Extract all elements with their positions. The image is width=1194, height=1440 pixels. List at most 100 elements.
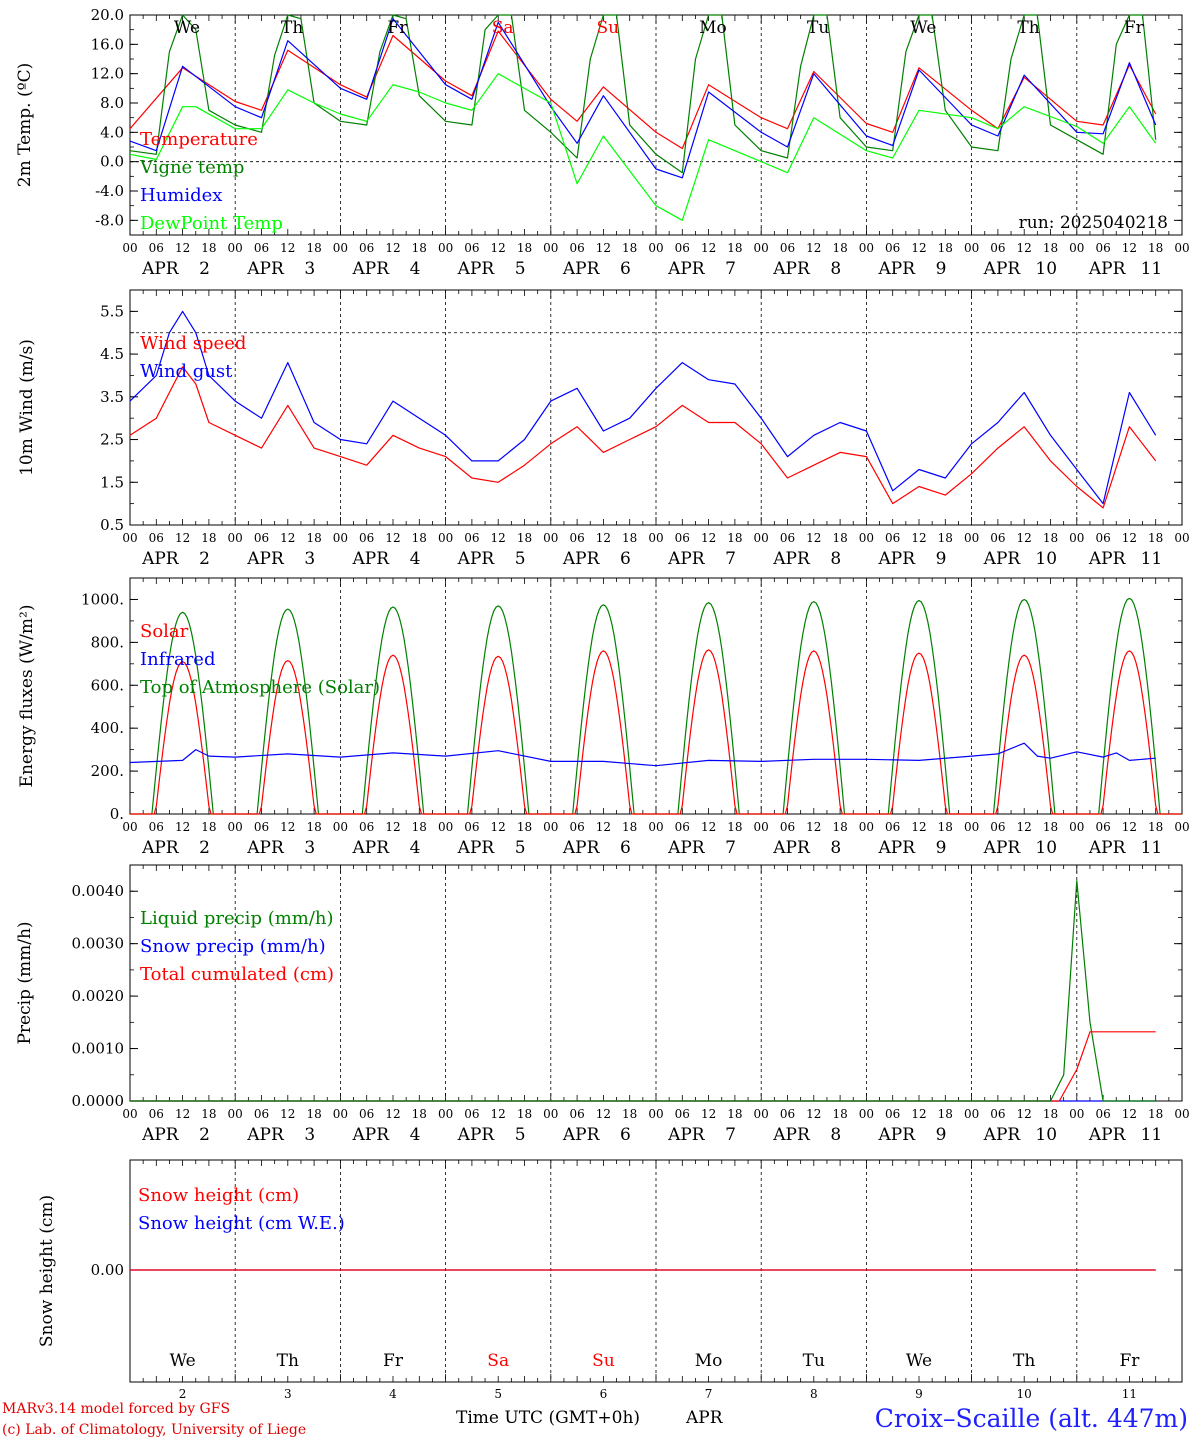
hour-tick-label: 00 xyxy=(754,1107,769,1121)
y-tick-label: 200. xyxy=(91,762,124,780)
hour-tick-label: 12 xyxy=(806,241,821,255)
legend-entry-4: Snow height (cm) xyxy=(138,1185,299,1206)
hour-tick-label: 12 xyxy=(1017,820,1032,834)
day-of-week-label: Sa xyxy=(492,18,514,38)
hour-tick-label: 12 xyxy=(385,1107,400,1121)
total-cumulated-line xyxy=(130,1031,1156,1102)
hour-tick-label: 00 xyxy=(859,531,874,545)
date-month-label: APR xyxy=(457,1125,496,1145)
date-day-label: 11 xyxy=(1141,1125,1163,1145)
hour-tick-label: 12 xyxy=(1122,531,1137,545)
hour-tick-label: 00 xyxy=(122,1107,137,1121)
hour-tick-label: 18 xyxy=(727,820,742,834)
y-tick-label: 400. xyxy=(91,719,124,737)
y-tick-label: 3.5 xyxy=(100,388,124,406)
hour-tick-label: 18 xyxy=(517,531,532,545)
hour-tick-label: 12 xyxy=(806,1107,821,1121)
hour-tick-label: 06 xyxy=(990,531,1005,545)
date-day-label: 8 xyxy=(830,838,841,858)
hour-tick-label: 12 xyxy=(1122,1107,1137,1121)
hour-tick-label: 00 xyxy=(543,1107,558,1121)
y-tick-label: 5.5 xyxy=(100,302,124,320)
date-day-label: 8 xyxy=(830,259,841,279)
date-day-label: 7 xyxy=(725,838,736,858)
date-day-label: 7 xyxy=(725,549,736,569)
legend-entry-1: Wind gust xyxy=(140,361,233,382)
footer-model-credit: MARv3.14 model forced by GFS xyxy=(2,1401,230,1417)
date-month-label: APR xyxy=(562,1125,601,1145)
date-day-label: 2 xyxy=(199,259,210,279)
hour-tick-label: 06 xyxy=(149,241,164,255)
date-day-label: 7 xyxy=(725,259,736,279)
hour-tick-label: 06 xyxy=(464,241,479,255)
y-tick-label: 0.5 xyxy=(100,516,124,534)
hour-tick-label: 12 xyxy=(596,820,611,834)
y-tick-label: 0.00 xyxy=(91,1261,124,1279)
date-day-label: 6 xyxy=(620,549,631,569)
hour-tick-label: 06 xyxy=(149,1107,164,1121)
wind-series-line xyxy=(129,310,1157,505)
y-tick-label: 0.0000 xyxy=(72,1092,125,1110)
hour-tick-label: 00 xyxy=(859,241,874,255)
hour-tick-label: 12 xyxy=(1017,531,1032,545)
hour-tick-label: 12 xyxy=(1017,241,1032,255)
hour-tick-label: 06 xyxy=(254,820,269,834)
hour-tick-label: 06 xyxy=(464,1107,479,1121)
date-day-label: 2 xyxy=(199,549,210,569)
hour-tick-label: 00 xyxy=(648,531,663,545)
date-month-label: APR xyxy=(772,1125,811,1145)
hour-tick-label: 12 xyxy=(280,531,295,545)
hour-tick-label: 18 xyxy=(306,820,321,834)
date-month-label: APR xyxy=(141,1125,180,1145)
y-tick-label: 800. xyxy=(91,633,124,651)
hour-tick-label: 00 xyxy=(438,241,453,255)
y-tick-label: 0.0030 xyxy=(72,935,125,953)
hour-tick-label: 12 xyxy=(175,1107,190,1121)
hour-tick-label: 12 xyxy=(491,531,506,545)
day-of-week-label: Th xyxy=(281,18,303,38)
date-month-label: APR xyxy=(351,259,390,279)
hour-tick-label: 00 xyxy=(228,820,243,834)
date-month-label: APR xyxy=(562,259,601,279)
station-title: Croix–Scaille (alt. 447m) xyxy=(875,1404,1188,1433)
y-tick-label: 4.0 xyxy=(100,123,124,141)
hour-tick-label: 00 xyxy=(648,241,663,255)
hour-tick-label: 12 xyxy=(175,820,190,834)
hour-tick-label: 12 xyxy=(911,531,926,545)
date-day-label: 4 xyxy=(410,549,421,569)
legend-entry-4: Snow height (cm W.E.) xyxy=(138,1213,345,1234)
hour-tick-label: 18 xyxy=(622,531,637,545)
day-of-week-label: Fr xyxy=(383,1351,404,1371)
date-day-label: 11 xyxy=(1141,259,1163,279)
date-day-label: 5 xyxy=(515,1125,526,1145)
hour-tick-label: 06 xyxy=(464,820,479,834)
legend-entry-0: Vigne temp xyxy=(139,157,244,178)
hour-tick-label: 18 xyxy=(727,241,742,255)
hour-tick-label: 12 xyxy=(1122,241,1137,255)
date-month-label: APR xyxy=(667,1125,706,1145)
day-of-week-label: Tu xyxy=(803,1351,825,1371)
day-of-week-label: Su xyxy=(596,18,619,38)
hour-tick-label: 06 xyxy=(359,820,374,834)
date-day-label: 9 xyxy=(936,259,947,279)
date-month-label: APR xyxy=(877,549,916,569)
date-day-label: 5 xyxy=(515,259,526,279)
hour-tick-label: 18 xyxy=(832,241,847,255)
hour-tick-label: 00 xyxy=(859,820,874,834)
y-tick-label: 12.0 xyxy=(91,65,124,83)
infrared-line xyxy=(129,742,1156,767)
footer-date-label: 10 xyxy=(1017,1387,1032,1401)
wind-series-line xyxy=(129,366,1157,509)
hour-tick-label: 12 xyxy=(701,241,716,255)
legend-entry-2: Solar xyxy=(140,621,189,642)
date-month-label: APR xyxy=(983,1125,1022,1145)
hour-tick-label: 00 xyxy=(859,1107,874,1121)
date-day-label: 5 xyxy=(515,838,526,858)
y-tick-label: 20.0 xyxy=(91,6,124,24)
hour-tick-label: 00 xyxy=(1174,1107,1189,1121)
date-day-label: 9 xyxy=(936,549,947,569)
day-of-week-label: Th xyxy=(277,1351,299,1371)
hour-tick-label: 00 xyxy=(543,531,558,545)
hour-tick-label: 00 xyxy=(333,531,348,545)
hour-tick-label: 18 xyxy=(832,820,847,834)
